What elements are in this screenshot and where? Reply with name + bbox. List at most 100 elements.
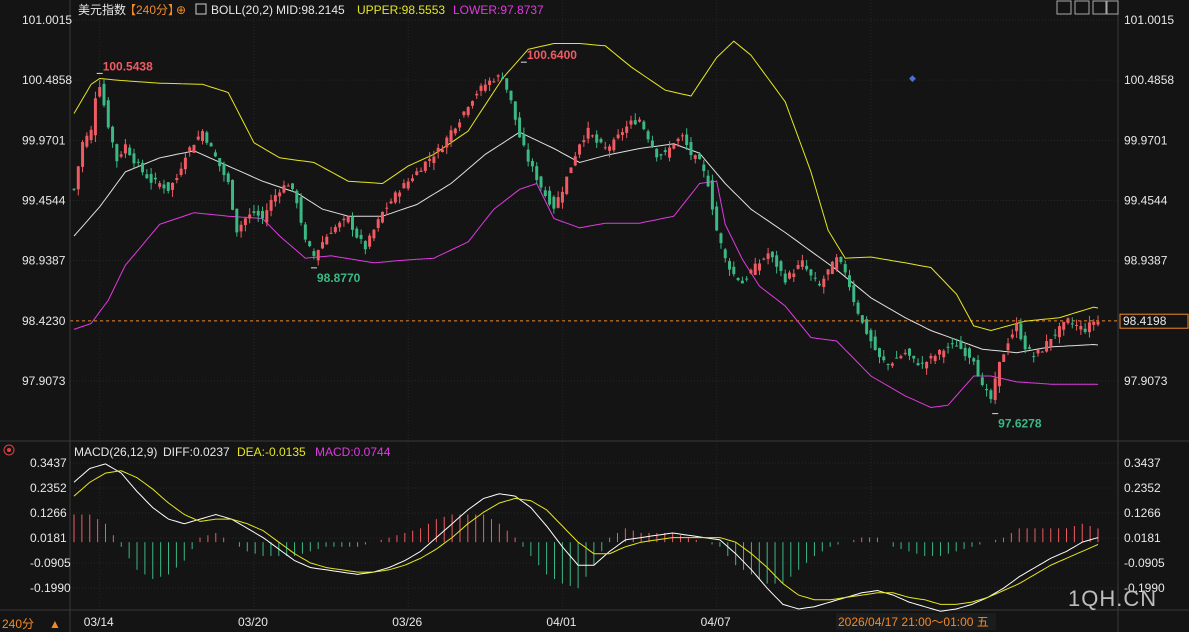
price-tick-left: 101.0015 <box>22 13 72 27</box>
candle-body <box>303 224 307 240</box>
candle-body <box>783 273 787 283</box>
candle-body <box>633 120 637 125</box>
candle-body <box>916 363 920 366</box>
macd-record-icon[interactable] <box>3 444 15 456</box>
candle-body <box>226 173 230 182</box>
candle-body <box>749 269 753 274</box>
candle-body <box>599 139 603 143</box>
header-mid: MID:98.2145 <box>276 3 345 17</box>
candle-body <box>942 350 946 358</box>
grid-lines <box>70 0 1118 610</box>
candle-body <box>440 149 444 153</box>
annotation-label: 98.8770 <box>317 271 361 285</box>
period-selector[interactable]: 240分 <box>2 617 34 631</box>
candle-body <box>149 174 153 183</box>
candle-body <box>162 184 166 189</box>
macd-tick-right: -0.0905 <box>1124 556 1165 570</box>
candle-body <box>543 190 547 197</box>
candle-body <box>805 265 809 270</box>
candle-body <box>685 134 689 146</box>
candle-body <box>261 211 265 219</box>
candle-body <box>920 362 924 364</box>
candle-body <box>937 350 941 355</box>
candle-body <box>573 156 577 166</box>
event-marker-icon[interactable]: ◆ <box>909 73 916 83</box>
candle-body <box>483 84 487 91</box>
candle-body <box>997 361 1001 387</box>
candle-body <box>1083 328 1087 332</box>
candle-body <box>620 132 624 135</box>
candle-body <box>98 86 102 97</box>
candle-body <box>590 135 594 137</box>
candle-body <box>492 81 496 83</box>
period-up-icon[interactable]: ▲ <box>49 617 61 631</box>
chart-mode-icon[interactable] <box>1092 0 1108 15</box>
candle-body <box>865 319 869 334</box>
candle-body <box>248 214 252 219</box>
macd-label[interactable]: MACD(26,12,9) <box>74 445 157 459</box>
candlesticks <box>72 72 1100 405</box>
candle-body <box>235 208 239 233</box>
candle-body <box>740 280 744 284</box>
candle-body <box>946 346 950 348</box>
macd-tick-right: 0.0181 <box>1124 531 1161 545</box>
candle-body <box>715 206 719 231</box>
candle-body <box>903 352 907 355</box>
candle-body <box>835 257 839 270</box>
candle-body <box>449 130 453 142</box>
candle-body <box>1070 323 1074 325</box>
grid-view-icon[interactable] <box>1056 0 1072 15</box>
candle-body <box>548 190 552 205</box>
price-tick-left: 97.9073 <box>22 374 66 388</box>
candle-body <box>445 137 449 148</box>
settings-icon[interactable]: ⊕ <box>176 3 186 17</box>
price-tick-right: 101.0015 <box>1124 13 1174 27</box>
candle-body <box>209 143 213 147</box>
candle-body <box>899 356 903 359</box>
candle-body <box>462 111 466 116</box>
indicator-icon[interactable] <box>195 3 207 15</box>
candle-body <box>565 176 569 194</box>
candle-body <box>363 241 367 250</box>
boll-upper-line <box>73 40 1099 332</box>
candle-body <box>989 390 993 400</box>
candle-body <box>141 162 145 173</box>
candle-body <box>496 75 500 77</box>
candle-body <box>625 126 629 133</box>
candle-body <box>1066 318 1070 323</box>
macd-tick-left: 0.0181 <box>30 531 67 545</box>
candle-body <box>500 77 504 79</box>
candle-body <box>950 343 954 345</box>
price-tick-right: 99.9701 <box>1124 133 1168 147</box>
header-boll[interactable]: BOLL(20,2) <box>211 3 273 17</box>
candle-body <box>668 147 672 158</box>
close-pane-icon[interactable] <box>1105 0 1119 15</box>
layout-icon[interactable] <box>1074 0 1090 15</box>
candle-body <box>192 144 196 153</box>
candle-body <box>933 355 937 362</box>
candle-body <box>346 216 350 223</box>
candle-body <box>475 93 479 96</box>
candle-body <box>329 232 333 234</box>
candle-body <box>183 157 187 170</box>
candle-body <box>376 219 380 228</box>
candle-body <box>321 242 324 249</box>
time-tick-label: 03/14 <box>84 615 114 629</box>
candle-body <box>243 218 247 226</box>
candle-body <box>89 129 93 141</box>
candle-body <box>719 233 723 244</box>
macd-tick-left: 0.1266 <box>30 506 67 520</box>
candle-body <box>1032 356 1036 358</box>
candle-body <box>252 211 256 213</box>
candle-body <box>291 183 295 190</box>
candle-body <box>1075 324 1079 326</box>
candle-body <box>912 355 916 359</box>
candle-body <box>518 117 522 138</box>
candle-body <box>239 224 243 232</box>
macd-tick-left: 0.3437 <box>30 456 67 470</box>
header-period[interactable]: 【240分】 <box>124 3 180 17</box>
candle-body <box>1087 322 1091 333</box>
candle-body <box>732 266 736 275</box>
